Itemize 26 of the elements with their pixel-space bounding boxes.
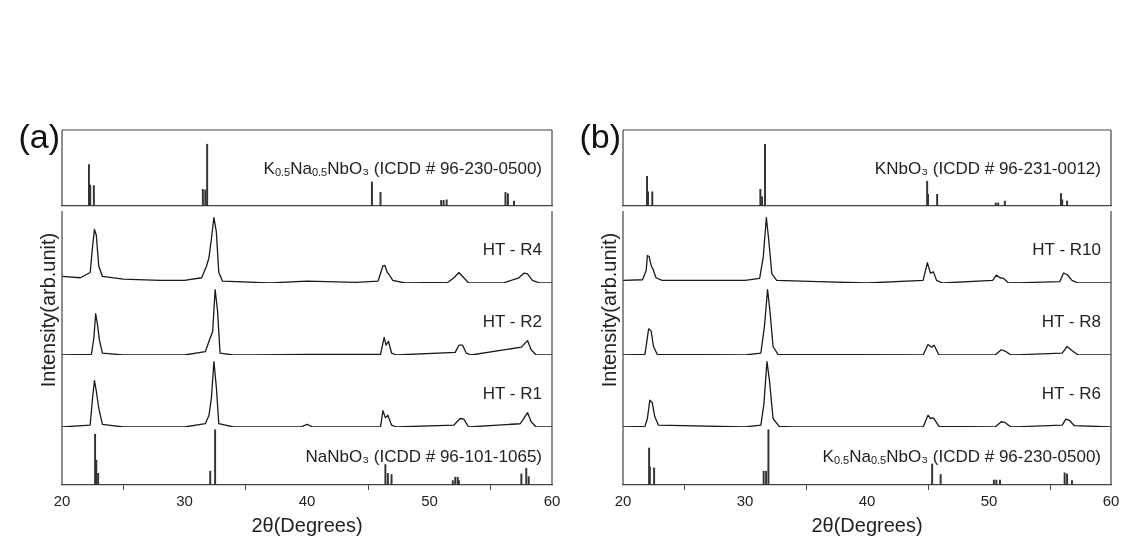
- series-label: HT - R8: [1041, 311, 1101, 332]
- series-label: HT - R10: [1032, 239, 1101, 260]
- x-tick-label: 50: [421, 492, 438, 510]
- x-tick-label: 20: [53, 492, 71, 510]
- series-label: HT - R1: [482, 383, 542, 404]
- text: KNbO₃ (ICDD # 96-231-0012): [874, 158, 1101, 179]
- x-tick-label: 60: [543, 492, 561, 510]
- series-label: NaNbO₃ (ICDD # 96-101-1065): [305, 446, 542, 467]
- series-label: HT - R6: [1041, 383, 1101, 404]
- series-label: K$_{0.5}$Na$_{0.5}$NbO₃ (ICDD # 96-230-0500): [263, 158, 542, 179]
- y-axis-title: Intensity(arb.unit): [36, 232, 60, 388]
- x-tick-label: 30: [736, 492, 754, 510]
- y-axis-title: Intensity(arb.unit): [597, 232, 621, 388]
- x-tick-label: 60: [1102, 492, 1120, 510]
- x-axis-title: 2θ(Degrees): [251, 513, 363, 536]
- x-tick-label: 40: [298, 492, 316, 510]
- chart-title: (a): [18, 117, 60, 156]
- x-tick-label: 20: [614, 492, 632, 510]
- chart-title: (b): [579, 117, 621, 156]
- series-label: HT - R2: [482, 311, 542, 332]
- x-tick-label: 50: [980, 492, 998, 510]
- series-label: HT - R4: [482, 239, 542, 260]
- x-axis-title: 2θ(Degrees): [811, 513, 923, 536]
- x-tick-label: 30: [176, 492, 193, 510]
- x-tick-label: 40: [858, 492, 876, 510]
- series-label: K$_{0.5}$Na$_{0.5}$NbO₃ (ICDD # 96-230-0500): [822, 446, 1101, 467]
